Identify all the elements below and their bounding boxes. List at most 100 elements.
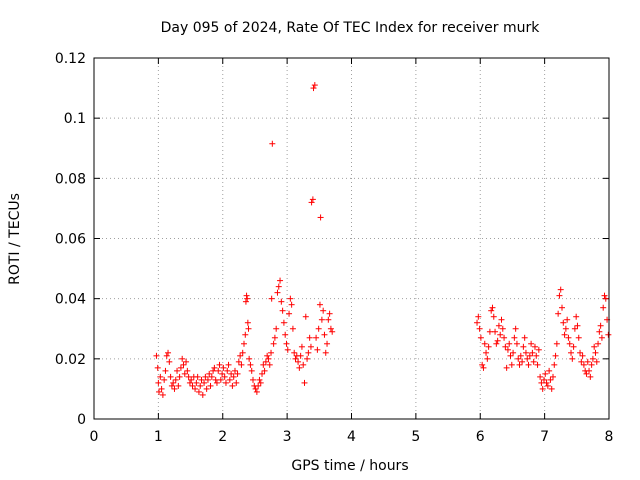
x-tick-label: 6 [476,429,485,445]
data-point [596,328,603,335]
data-point [177,364,184,371]
data-point [266,361,273,368]
data-point [265,355,272,362]
data-point [155,379,162,386]
data-point [477,334,484,341]
data-point [503,364,510,371]
data-point [186,379,193,386]
data-point [244,319,251,326]
data-point [199,391,206,398]
data-point [480,364,487,371]
data-point [284,346,291,353]
data-point [530,358,537,365]
y-tick-label: 0 [77,412,86,428]
data-point [548,385,555,392]
data-point [247,361,254,368]
data-point [229,382,236,389]
data-point [322,349,329,356]
data-point [552,352,559,359]
data-point [529,349,536,356]
data-point [175,382,182,389]
data-point [264,352,271,359]
x-tick-label: 5 [411,429,420,445]
data-point [533,352,540,359]
data-point [176,373,183,380]
data-point [170,379,177,386]
data-point [310,85,317,92]
data-point [244,295,251,302]
data-point [305,349,312,356]
data-point [228,370,235,377]
data-point [261,367,268,374]
x-axis-label: GPS time / hours [291,458,408,474]
data-point [579,352,586,359]
data-point [557,286,564,293]
data-point [211,364,218,371]
data-point [189,382,196,389]
data-point [165,349,172,356]
x-tick-label: 3 [283,429,292,445]
data-point [193,379,200,386]
data-point [497,331,504,338]
data-point [168,382,175,389]
data-point [584,358,591,365]
data-point [215,367,222,374]
data-point [526,352,533,359]
data-point [180,361,187,368]
x-tick-label: 2 [218,429,227,445]
data-point [556,292,563,299]
data-point [573,313,580,320]
data-point [513,340,520,347]
x-tick-label: 1 [154,429,163,445]
data-point [476,325,483,332]
data-point [578,358,585,365]
data-point [517,352,524,359]
data-point [592,349,599,356]
data-point [260,361,267,368]
data-point [538,379,545,386]
data-point [540,376,547,383]
data-point [273,325,280,332]
data-point [195,388,202,395]
data-point [591,343,598,350]
data-point [174,367,181,374]
data-point [219,370,226,377]
y-tick-label: 0.02 [55,352,86,368]
data-point [298,343,305,350]
data-point [183,358,190,365]
data-point [204,376,211,383]
data-point [171,385,178,392]
data-point [226,376,233,383]
data-point [297,352,304,359]
data-point [602,295,609,302]
data-point [494,337,501,344]
data-point [256,376,263,383]
data-point [498,316,505,323]
data-point [224,367,231,374]
data-point [574,322,581,329]
data-point [286,310,293,317]
data-point [474,319,481,326]
data-point [239,349,246,356]
data-point [519,358,526,365]
data-point [288,301,295,308]
data-point [561,331,568,338]
data-point [566,340,573,347]
x-tick-label: 0 [90,429,99,445]
data-point [525,361,532,368]
data-point [240,340,247,347]
data-point [289,325,296,332]
data-point [486,328,493,335]
data-point [270,340,277,347]
data-point [300,361,307,368]
data-point [302,313,309,320]
data-point [262,358,269,365]
data-point [511,334,518,341]
data-point [317,214,324,221]
data-point [161,376,168,383]
data-point [485,343,492,350]
y-tick-label: 0.1 [64,111,86,127]
data-point [217,376,224,383]
data-point [308,199,315,206]
data-point [570,343,577,350]
